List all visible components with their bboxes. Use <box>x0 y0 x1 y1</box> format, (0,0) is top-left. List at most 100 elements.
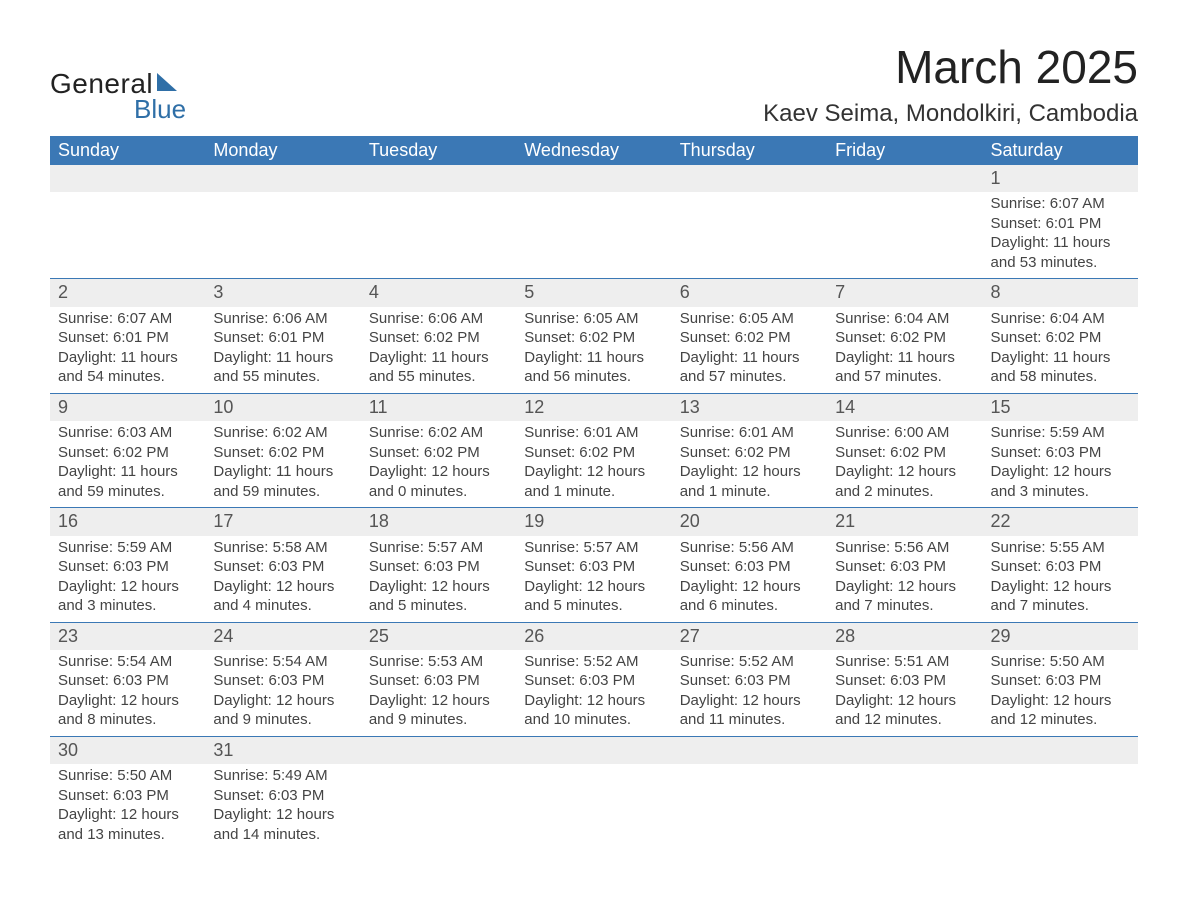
daylight-text: Daylight: 12 hours and 10 minutes. <box>524 691 663 730</box>
day-content-cell <box>516 764 671 850</box>
day-number-cell: 6 <box>672 279 827 307</box>
week-daynum-row: 23242526272829 <box>50 622 1138 650</box>
sunrise-text: Sunrise: 5:59 AM <box>991 423 1130 443</box>
calendar-header-row: SundayMondayTuesdayWednesdayThursdayFrid… <box>50 136 1138 165</box>
sunset-text: Sunset: 6:03 PM <box>524 671 663 691</box>
calendar-body: 1 Sunrise: 6:07 AMSunset: 6:01 PMDayligh… <box>50 165 1138 850</box>
sunrise-text: Sunrise: 6:01 AM <box>680 423 819 443</box>
day-number-cell <box>50 165 205 192</box>
daylight-text: Daylight: 12 hours and 5 minutes. <box>369 577 508 616</box>
daylight-text: Daylight: 11 hours and 57 minutes. <box>680 348 819 387</box>
day-number-cell <box>672 165 827 192</box>
day-number-cell: 8 <box>983 279 1138 307</box>
day-content-cell: Sunrise: 6:05 AMSunset: 6:02 PMDaylight:… <box>672 307 827 394</box>
day-header: Tuesday <box>361 136 516 165</box>
sunset-text: Sunset: 6:03 PM <box>369 557 508 577</box>
sunset-text: Sunset: 6:03 PM <box>680 671 819 691</box>
sunrise-text: Sunrise: 5:56 AM <box>835 538 974 558</box>
day-header: Friday <box>827 136 982 165</box>
day-number-cell: 13 <box>672 393 827 421</box>
day-content-cell: Sunrise: 6:07 AMSunset: 6:01 PMDaylight:… <box>983 192 1138 279</box>
day-number-cell: 28 <box>827 622 982 650</box>
day-number-cell: 14 <box>827 393 982 421</box>
daylight-text: Daylight: 12 hours and 7 minutes. <box>835 577 974 616</box>
sunset-text: Sunset: 6:03 PM <box>835 671 974 691</box>
day-number-cell: 15 <box>983 393 1138 421</box>
day-number-cell: 25 <box>361 622 516 650</box>
day-content-cell: Sunrise: 6:06 AMSunset: 6:02 PMDaylight:… <box>361 307 516 394</box>
week-daynum-row: 3031 <box>50 736 1138 764</box>
daylight-text: Daylight: 11 hours and 59 minutes. <box>213 462 352 501</box>
week-daynum-row: 1 <box>50 165 1138 192</box>
day-content-cell <box>983 764 1138 850</box>
sunset-text: Sunset: 6:02 PM <box>835 443 974 463</box>
day-content-cell: Sunrise: 5:52 AMSunset: 6:03 PMDaylight:… <box>672 650 827 737</box>
day-content-cell: Sunrise: 5:57 AMSunset: 6:03 PMDaylight:… <box>516 536 671 623</box>
day-number-cell: 5 <box>516 279 671 307</box>
day-number-cell: 24 <box>205 622 360 650</box>
sunrise-text: Sunrise: 6:05 AM <box>524 309 663 329</box>
day-content-cell: Sunrise: 6:04 AMSunset: 6:02 PMDaylight:… <box>983 307 1138 394</box>
day-number-cell: 9 <box>50 393 205 421</box>
sunrise-text: Sunrise: 6:07 AM <box>991 194 1130 214</box>
day-content-cell <box>361 192 516 279</box>
day-content-cell: Sunrise: 5:58 AMSunset: 6:03 PMDaylight:… <box>205 536 360 623</box>
sunrise-text: Sunrise: 6:00 AM <box>835 423 974 443</box>
sunset-text: Sunset: 6:02 PM <box>835 328 974 348</box>
daylight-text: Daylight: 12 hours and 7 minutes. <box>991 577 1130 616</box>
day-number-cell <box>361 736 516 764</box>
daylight-text: Daylight: 12 hours and 12 minutes. <box>835 691 974 730</box>
day-number-cell: 1 <box>983 165 1138 192</box>
daylight-text: Daylight: 11 hours and 58 minutes. <box>991 348 1130 387</box>
day-number-cell: 11 <box>361 393 516 421</box>
sunrise-text: Sunrise: 5:59 AM <box>58 538 197 558</box>
day-content-cell <box>50 192 205 279</box>
day-number-cell: 20 <box>672 508 827 536</box>
sunrise-text: Sunrise: 6:02 AM <box>369 423 508 443</box>
daylight-text: Daylight: 12 hours and 1 minute. <box>680 462 819 501</box>
sunset-text: Sunset: 6:01 PM <box>991 214 1130 234</box>
day-content-cell: Sunrise: 5:54 AMSunset: 6:03 PMDaylight:… <box>205 650 360 737</box>
day-content-cell: Sunrise: 6:05 AMSunset: 6:02 PMDaylight:… <box>516 307 671 394</box>
day-number-cell: 16 <box>50 508 205 536</box>
day-content-cell: Sunrise: 6:06 AMSunset: 6:01 PMDaylight:… <box>205 307 360 394</box>
week-daynum-row: 9101112131415 <box>50 393 1138 421</box>
daylight-text: Daylight: 12 hours and 0 minutes. <box>369 462 508 501</box>
sunset-text: Sunset: 6:02 PM <box>680 443 819 463</box>
day-content-cell: Sunrise: 6:03 AMSunset: 6:02 PMDaylight:… <box>50 421 205 508</box>
day-content-cell: Sunrise: 6:04 AMSunset: 6:02 PMDaylight:… <box>827 307 982 394</box>
week-daynum-row: 16171819202122 <box>50 508 1138 536</box>
daylight-text: Daylight: 12 hours and 14 minutes. <box>213 805 352 844</box>
day-header: Wednesday <box>516 136 671 165</box>
day-number-cell: 3 <box>205 279 360 307</box>
daylight-text: Daylight: 12 hours and 8 minutes. <box>58 691 197 730</box>
day-content-cell: Sunrise: 5:49 AMSunset: 6:03 PMDaylight:… <box>205 764 360 850</box>
day-number-cell: 10 <box>205 393 360 421</box>
day-content-cell: Sunrise: 5:59 AMSunset: 6:03 PMDaylight:… <box>50 536 205 623</box>
day-number-cell: 31 <box>205 736 360 764</box>
day-content-cell: Sunrise: 5:50 AMSunset: 6:03 PMDaylight:… <box>983 650 1138 737</box>
sunrise-text: Sunrise: 5:53 AM <box>369 652 508 672</box>
sunset-text: Sunset: 6:02 PM <box>369 328 508 348</box>
day-content-cell: Sunrise: 6:02 AMSunset: 6:02 PMDaylight:… <box>205 421 360 508</box>
sunrise-text: Sunrise: 5:54 AM <box>213 652 352 672</box>
sunrise-text: Sunrise: 5:52 AM <box>524 652 663 672</box>
sunrise-text: Sunrise: 6:05 AM <box>680 309 819 329</box>
sunset-text: Sunset: 6:03 PM <box>58 786 197 806</box>
sunrise-text: Sunrise: 6:06 AM <box>369 309 508 329</box>
daylight-text: Daylight: 12 hours and 9 minutes. <box>213 691 352 730</box>
day-number-cell <box>516 165 671 192</box>
sunrise-text: Sunrise: 5:57 AM <box>524 538 663 558</box>
day-content-cell: Sunrise: 5:56 AMSunset: 6:03 PMDaylight:… <box>672 536 827 623</box>
sunrise-text: Sunrise: 6:07 AM <box>58 309 197 329</box>
brand-logo: General Blue <box>50 68 186 125</box>
sunset-text: Sunset: 6:03 PM <box>213 557 352 577</box>
day-content-cell <box>827 764 982 850</box>
day-number-cell: 29 <box>983 622 1138 650</box>
day-number-cell: 27 <box>672 622 827 650</box>
day-content-cell: Sunrise: 6:01 AMSunset: 6:02 PMDaylight:… <box>672 421 827 508</box>
daylight-text: Daylight: 12 hours and 3 minutes. <box>58 577 197 616</box>
sunset-text: Sunset: 6:03 PM <box>213 671 352 691</box>
sunset-text: Sunset: 6:02 PM <box>991 328 1130 348</box>
week-content-row: Sunrise: 6:07 AMSunset: 6:01 PMDaylight:… <box>50 192 1138 279</box>
